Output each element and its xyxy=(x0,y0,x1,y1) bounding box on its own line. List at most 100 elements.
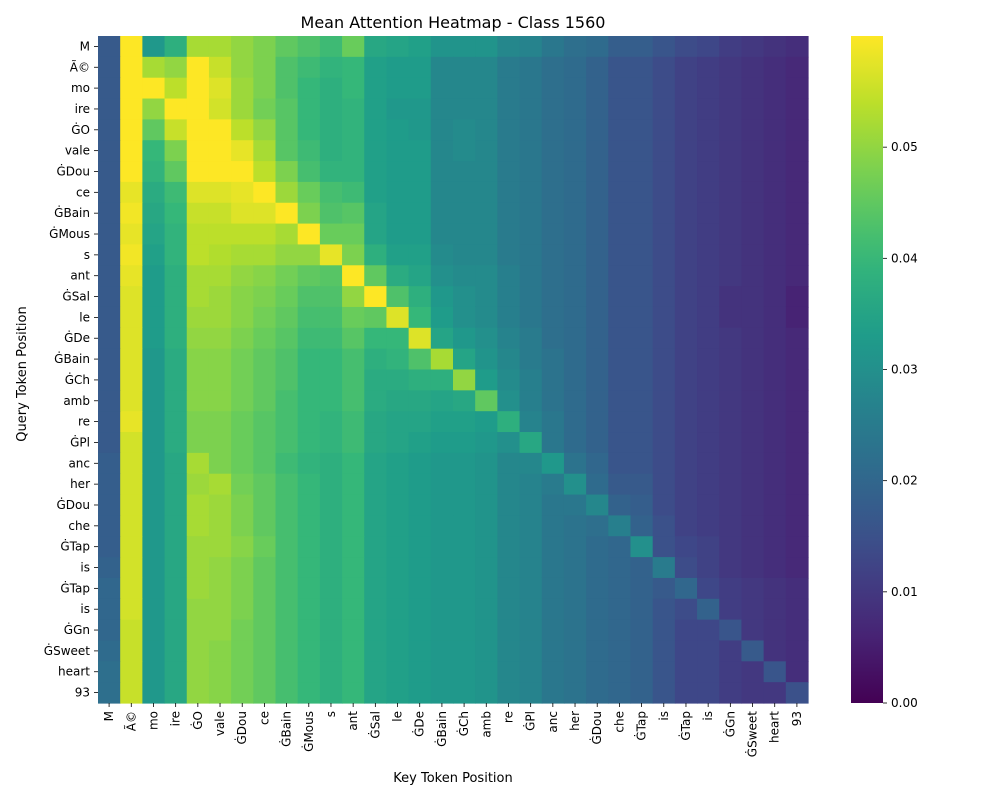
x-tick-label: re xyxy=(501,711,515,723)
heatmap-cell xyxy=(453,515,476,537)
y-tick-label: ĠGn xyxy=(64,621,90,637)
heatmap-cell xyxy=(319,202,343,225)
heatmap-cell xyxy=(142,494,166,516)
heatmap-cell xyxy=(386,181,410,204)
heatmap-cell xyxy=(497,390,521,412)
heatmap-cell xyxy=(630,557,654,579)
heatmap-cell xyxy=(430,432,454,454)
heatmap-cell xyxy=(763,577,787,600)
heatmap-cell xyxy=(763,369,787,391)
heatmap-cell xyxy=(231,286,254,308)
x-tick-label: ĠTap xyxy=(633,711,649,741)
heatmap-cell xyxy=(408,661,432,683)
heatmap-cell xyxy=(98,682,121,704)
heatmap-cell xyxy=(364,265,388,287)
heatmap-cell xyxy=(453,411,476,433)
heatmap-cell xyxy=(674,181,698,204)
heatmap-cell xyxy=(608,119,632,141)
heatmap-cell xyxy=(453,640,476,662)
heatmap-cell xyxy=(608,202,632,225)
heatmap-cell xyxy=(475,140,498,162)
heatmap-cell xyxy=(697,557,720,579)
heatmap-cell xyxy=(164,536,188,558)
heatmap-cell xyxy=(430,244,454,266)
heatmap-cell xyxy=(120,327,143,350)
heatmap-cell xyxy=(275,557,299,579)
heatmap-cell xyxy=(342,223,365,246)
heatmap-cell xyxy=(319,390,343,412)
heatmap-cell xyxy=(164,598,188,621)
heatmap-cell xyxy=(98,557,121,579)
heatmap-cell xyxy=(297,202,321,225)
heatmap-cell xyxy=(563,161,587,183)
heatmap-cell xyxy=(719,452,743,475)
heatmap-cell xyxy=(563,36,587,58)
heatmap-cell xyxy=(785,244,809,266)
heatmap-cell xyxy=(386,598,410,621)
heatmap-cell xyxy=(541,56,565,79)
heatmap-cell xyxy=(120,515,143,537)
heatmap-cell xyxy=(208,369,232,391)
heatmap-cell xyxy=(785,286,809,308)
heatmap-cell xyxy=(541,577,565,600)
heatmap-cell xyxy=(497,369,521,391)
heatmap-cell xyxy=(475,223,498,246)
heatmap-cell xyxy=(497,473,521,496)
heatmap-cell xyxy=(763,598,787,621)
x-tick-label: heart xyxy=(768,711,782,743)
heatmap-cell xyxy=(785,494,809,516)
heatmap-cell xyxy=(475,286,498,308)
heatmap-cell xyxy=(608,369,632,391)
heatmap-cell xyxy=(408,473,432,496)
heatmap-cell xyxy=(475,56,498,79)
heatmap-cell xyxy=(342,56,365,79)
heatmap-cell xyxy=(519,494,543,516)
heatmap-cell xyxy=(697,98,720,120)
heatmap-cell xyxy=(342,577,365,600)
heatmap-cell xyxy=(186,36,210,58)
heatmap-cell xyxy=(98,473,121,496)
heatmap-cell xyxy=(652,411,676,433)
heatmap-cell xyxy=(497,619,521,642)
y-tick-label: anc xyxy=(68,456,90,470)
heatmap-cell xyxy=(652,181,676,204)
heatmap-cell xyxy=(697,223,720,246)
heatmap-cell xyxy=(563,181,587,204)
heatmap-cell xyxy=(563,390,587,412)
heatmap-cell xyxy=(519,473,543,496)
heatmap-cell xyxy=(697,77,720,100)
heatmap-cell xyxy=(519,619,543,642)
heatmap-cell xyxy=(186,577,210,600)
heatmap-cell xyxy=(785,452,809,475)
heatmap-cell xyxy=(408,515,432,537)
heatmap-cell xyxy=(519,140,543,162)
heatmap-cell xyxy=(342,515,365,537)
heatmap-cell xyxy=(475,369,498,391)
heatmap-cell xyxy=(563,348,587,371)
heatmap-cell xyxy=(98,181,121,204)
heatmap-cell xyxy=(386,369,410,391)
heatmap-cell xyxy=(342,536,365,558)
heatmap-cell xyxy=(253,473,277,496)
heatmap-cell xyxy=(563,598,587,621)
heatmap-cell xyxy=(630,452,654,475)
heatmap-cell xyxy=(475,577,498,600)
heatmap-cell xyxy=(763,244,787,266)
heatmap-cell xyxy=(541,327,565,350)
heatmap-cell xyxy=(719,119,743,141)
heatmap-cell xyxy=(98,327,121,350)
heatmap-cell xyxy=(563,202,587,225)
heatmap-cell xyxy=(497,161,521,183)
heatmap-cell xyxy=(674,661,698,683)
heatmap-cell xyxy=(364,598,388,621)
heatmap-cell xyxy=(519,119,543,141)
heatmap-cell xyxy=(275,598,299,621)
heatmap-cell xyxy=(319,244,343,266)
heatmap-cell xyxy=(475,306,498,329)
heatmap-cell xyxy=(453,161,476,183)
heatmap-cell xyxy=(719,348,743,371)
heatmap-cell xyxy=(297,286,321,308)
heatmap-cell xyxy=(697,244,720,266)
heatmap-cell xyxy=(497,286,521,308)
heatmap-cell xyxy=(586,494,609,516)
